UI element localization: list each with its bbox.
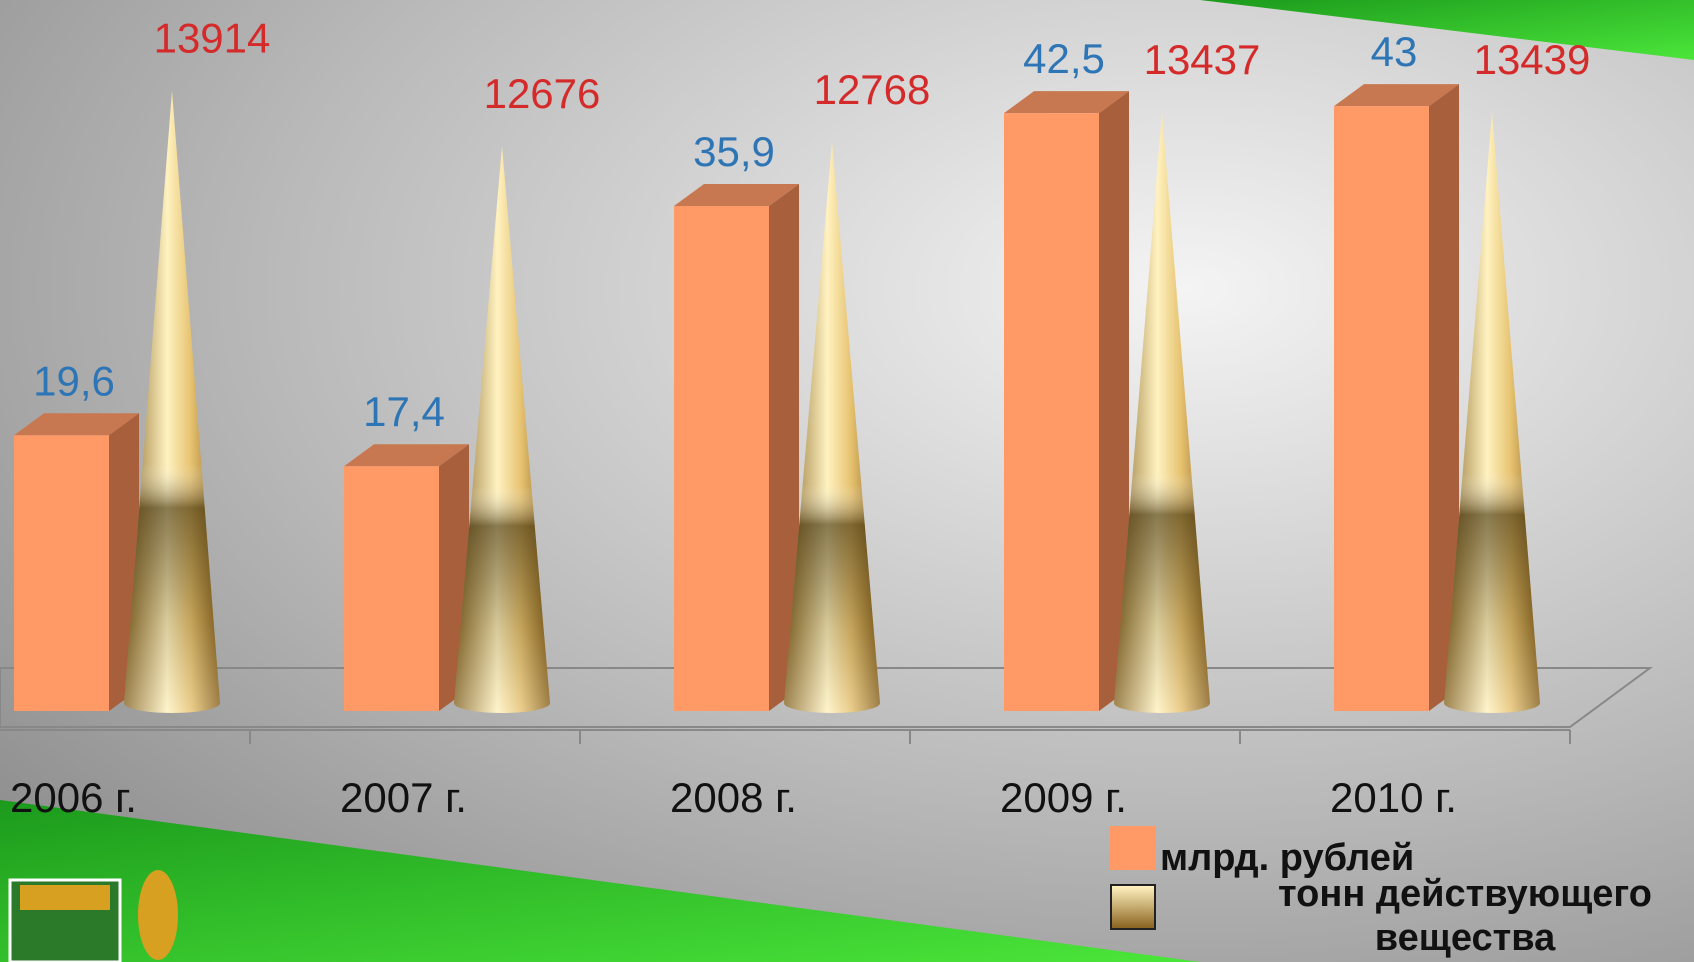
x-tick-label: 2010 г.	[1330, 774, 1457, 821]
data-label: 42,5	[1023, 35, 1105, 82]
emblem	[8, 870, 178, 962]
data-label: 17,4	[363, 388, 445, 435]
x-tick-label: 2007 г.	[340, 774, 467, 821]
data-label: 12676	[484, 70, 601, 117]
data-label: 43	[1371, 28, 1418, 75]
decor	[0, 800, 1200, 962]
data-label: 35,9	[693, 128, 775, 175]
data-label: 13437	[1144, 36, 1261, 83]
x-tick-label: 2008 г.	[670, 774, 797, 821]
legend-swatch	[1110, 884, 1156, 930]
data-label: 19,6	[33, 357, 115, 404]
data-label: 13914	[154, 15, 271, 62]
bar	[674, 184, 799, 712]
bar	[1004, 91, 1129, 711]
data-label: 13439	[1474, 36, 1591, 83]
cone	[784, 141, 880, 713]
cone	[454, 145, 550, 714]
cone	[1114, 112, 1210, 714]
bar	[1334, 84, 1459, 712]
x-tick-label: 2009 г.	[1000, 774, 1127, 821]
legend-label: тонн действующего вещества	[1278, 873, 1652, 959]
bar	[344, 444, 469, 711]
data-label: 12768	[814, 66, 931, 113]
cone	[1444, 111, 1540, 713]
x-tick-label: 2006 г.	[10, 774, 137, 821]
bar	[14, 413, 139, 711]
legend-swatch	[1110, 826, 1156, 870]
legend-label: млрд. рублей	[1160, 837, 1415, 879]
decor	[1200, 0, 1694, 60]
cone	[124, 90, 220, 714]
